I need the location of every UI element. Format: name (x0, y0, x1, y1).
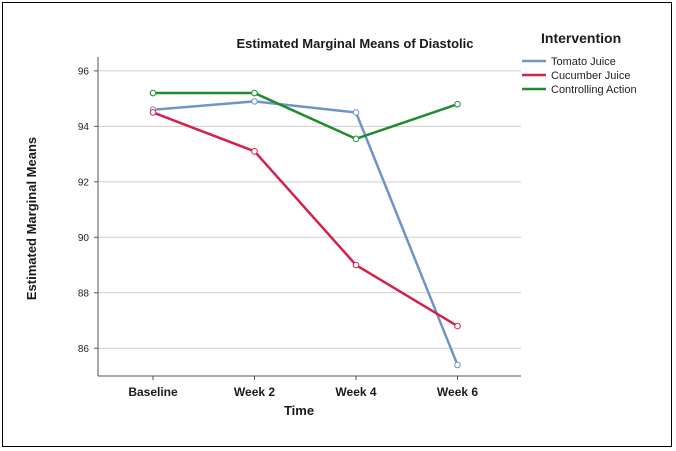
y-tick-label-90: 90 (78, 233, 90, 244)
data-point-0-3 (454, 361, 461, 369)
data-point-2-3 (454, 100, 461, 108)
y-tick-label-88: 88 (78, 288, 90, 299)
series-0 (149, 98, 461, 369)
y-tick-label-94: 94 (78, 122, 90, 133)
y-axis-title: Estimated Marginal Means (24, 137, 39, 300)
data-point-0-1 (251, 98, 258, 105)
data-point-2-1 (251, 89, 258, 97)
series-line-1 (152, 111, 459, 328)
gridlines (98, 70, 521, 349)
x-tick-label-2: Week 4 (335, 385, 376, 399)
legend: Intervention Tomato Juice Cucumber Juice C… (522, 30, 637, 96)
chart-title: Estimated Marginal Means of Diastolic (237, 36, 474, 51)
data-point-1-0 (149, 109, 157, 116)
legend-label-0: Tomato Juice (551, 56, 616, 68)
series-line-2 (153, 91, 458, 141)
series-line-0 (152, 100, 459, 366)
x-tick-label-0: Baseline (128, 385, 178, 399)
y-tick-labels: 86 88 90 92 94 96 (78, 66, 98, 355)
series-1 (149, 109, 461, 330)
x-tick-label-1: Week 2 (234, 385, 275, 399)
x-tick-label-3: Week 6 (437, 385, 478, 399)
y-tick-label-96: 96 (78, 66, 90, 77)
data-point-2-0 (149, 89, 157, 97)
series-2 (149, 89, 461, 143)
series-layer (149, 89, 461, 369)
y-tick-label-92: 92 (78, 177, 90, 188)
legend-title: Intervention (541, 30, 621, 46)
y-tick-label-86: 86 (78, 344, 90, 355)
axes (97, 57, 521, 377)
data-point-1-2 (352, 261, 360, 269)
data-point-0-2 (352, 109, 360, 116)
x-tick-labels: Baseline Week 2 Week 4 Week 6 (128, 376, 478, 399)
x-axis-title: Time (284, 403, 314, 418)
chart-frame: 86 88 90 92 94 96 Baseline Week 2 Week 4 Week 6 … (2, 2, 672, 447)
legend-label-2: Controlling Action (551, 84, 637, 96)
data-point-1-3 (454, 322, 461, 330)
data-point-1-1 (251, 148, 258, 155)
legend-label-1: Cucumber Juice (551, 70, 630, 82)
data-point-2-2 (352, 135, 360, 143)
